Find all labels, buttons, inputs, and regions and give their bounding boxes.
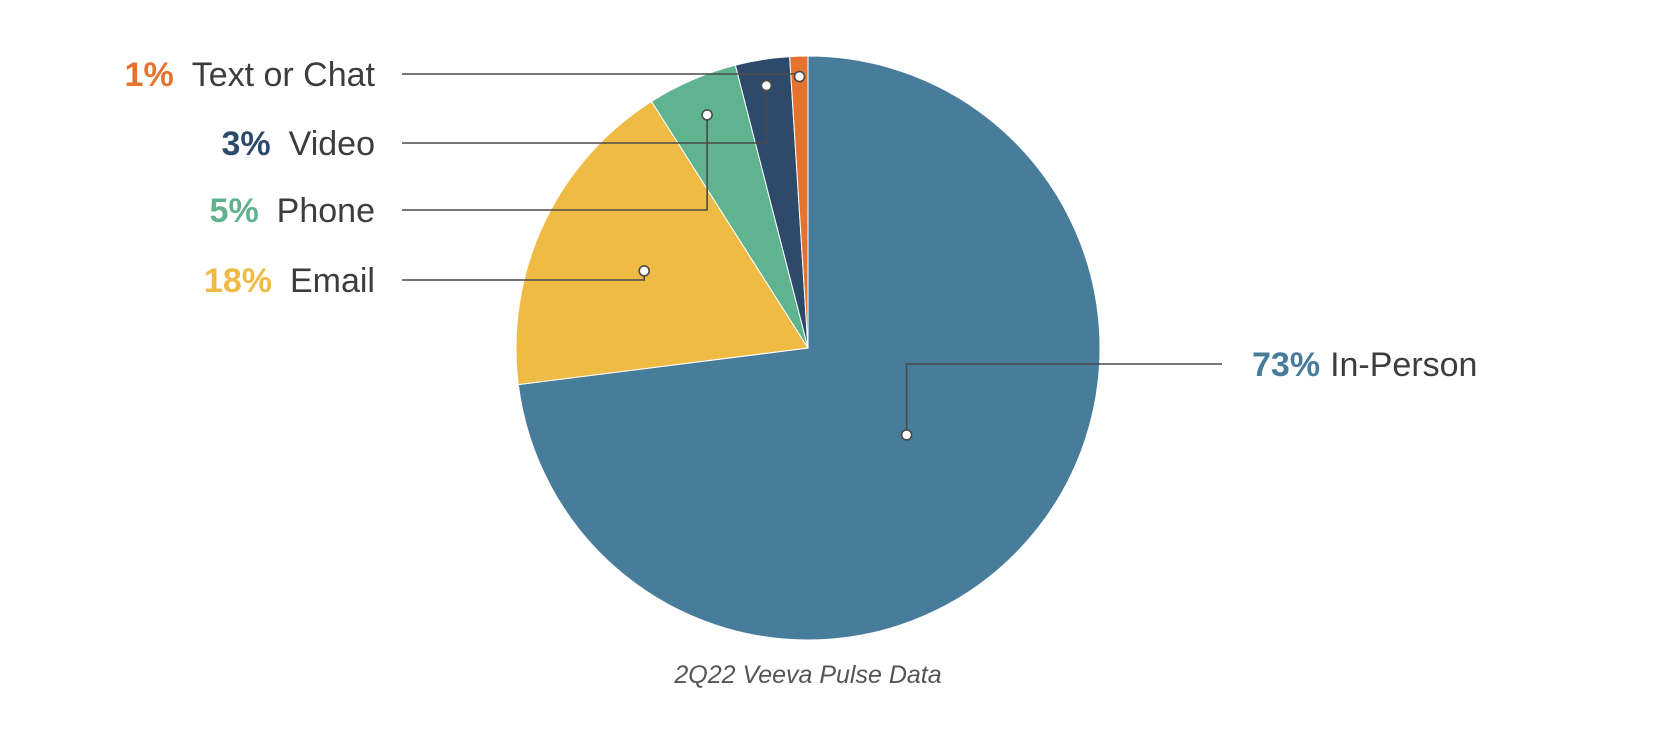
slice-percent-phone: 5% bbox=[210, 192, 259, 230]
slice-label-in-person: 73% In-Person bbox=[1252, 346, 1477, 384]
slice-label-phone: 5% Phone bbox=[210, 192, 375, 230]
slice-name-in-person: In-Person bbox=[1330, 346, 1477, 384]
slice-name-email: Email bbox=[290, 262, 375, 300]
slice-percent-text-or-chat: 1% bbox=[125, 56, 174, 94]
leader-dot-video bbox=[760, 79, 773, 92]
leader-dot-in-person bbox=[900, 429, 913, 441]
leader-line-in-person bbox=[905, 363, 1222, 435]
source-caption: 2Q22 Veeva Pulse Data bbox=[673, 661, 941, 689]
slice-percent-in-person: 73% bbox=[1252, 346, 1320, 384]
slice-percent-video: 3% bbox=[222, 125, 271, 163]
pie-slice-email bbox=[515, 100, 809, 386]
slice-name-video: Video bbox=[289, 125, 375, 163]
slice-label-email: 18% Email bbox=[204, 262, 375, 300]
pie-slice-in-person bbox=[517, 55, 1101, 641]
pie-slices bbox=[515, 55, 1101, 641]
slice-label-video: 3% Video bbox=[222, 125, 376, 163]
slice-label-text-or-chat: 1% Text or Chat bbox=[125, 56, 376, 94]
leader-dot-text-or-chat bbox=[793, 70, 806, 83]
leader-line-phone bbox=[402, 114, 708, 211]
leader-lines bbox=[402, 70, 1222, 441]
pie-slice-text-or-chat bbox=[789, 55, 809, 349]
slice-percent-email: 18% bbox=[204, 262, 272, 300]
slice-name-text-or-chat: Text or Chat bbox=[192, 56, 376, 94]
leader-dot-email bbox=[638, 265, 651, 277]
leader-dot-phone bbox=[701, 109, 713, 121]
slice-name-phone: Phone bbox=[277, 192, 375, 230]
leader-line-video bbox=[402, 85, 768, 144]
